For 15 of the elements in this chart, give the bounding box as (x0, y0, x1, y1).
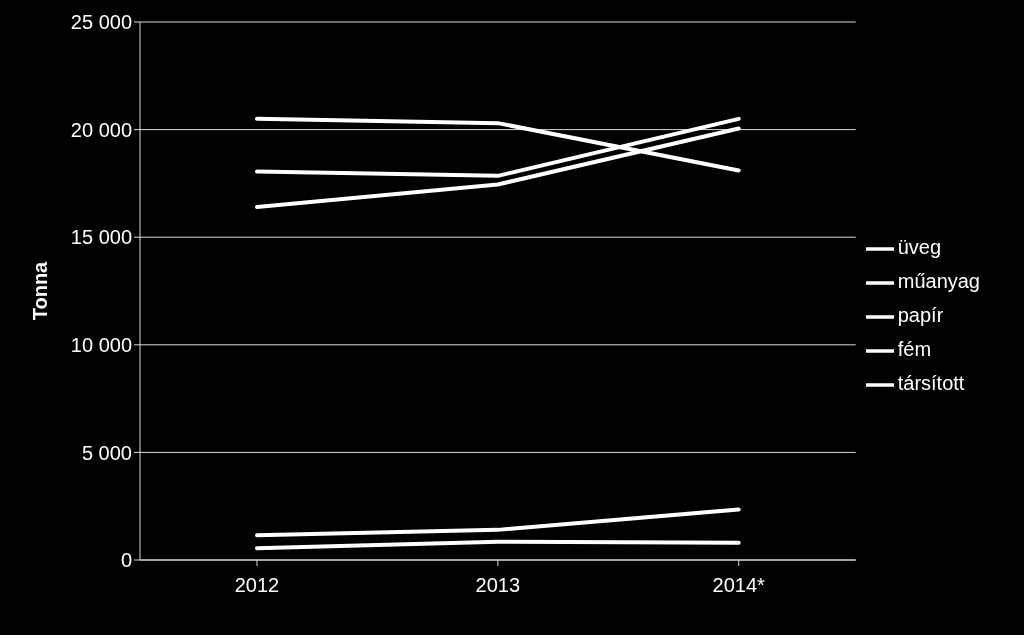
y-tick-label: 20 000 (70, 118, 132, 141)
y-tick-label: 10 000 (70, 333, 132, 356)
legend-label: műanyag (897, 270, 980, 292)
x-tick-label: 2012 (234, 574, 280, 597)
legend-label: papír (897, 304, 944, 326)
legend-label: üveg (897, 236, 942, 258)
legend-label: társított (897, 372, 965, 394)
legend-label: fém (897, 338, 932, 360)
y-axis-title: Tonna (29, 260, 52, 321)
x-tick-label: 2014* (712, 574, 766, 597)
y-tick-label: 0 (120, 549, 132, 572)
y-tick-label: 5 000 (81, 441, 132, 464)
y-tick-label: 15 000 (70, 226, 132, 249)
y-tick-label: 25 000 (70, 11, 132, 34)
x-tick-label: 2013 (475, 574, 521, 597)
